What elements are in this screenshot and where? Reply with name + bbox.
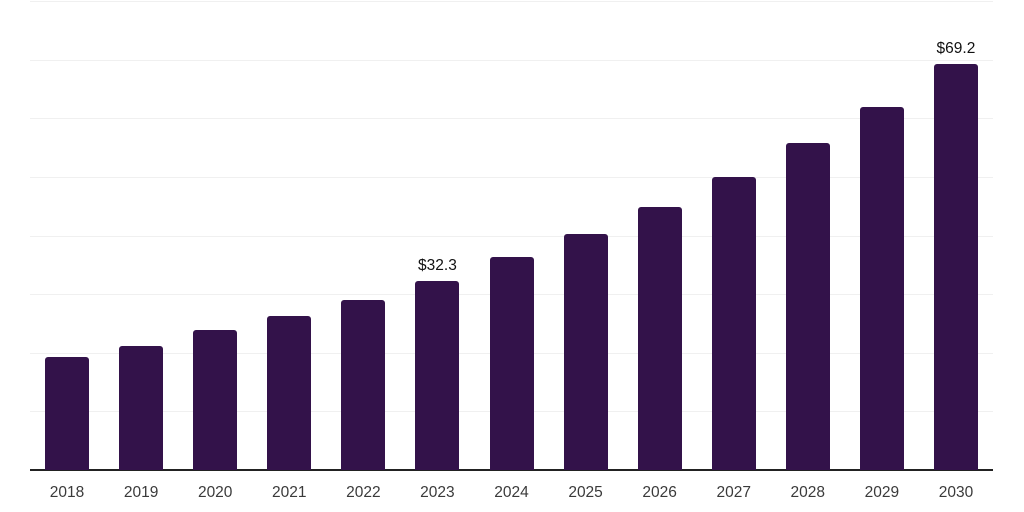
bar-2022[interactable] [341, 299, 386, 470]
x-axis-label-2023: 2023 [420, 484, 455, 501]
bar-2020[interactable] [193, 330, 238, 470]
bar-2024[interactable] [489, 256, 534, 470]
x-axis-label-2025: 2025 [568, 484, 603, 501]
gridline-80 [30, 1, 993, 2]
gridline-50 [30, 176, 993, 178]
x-axis-label-2029: 2029 [864, 484, 900, 501]
gridline-70 [30, 59, 993, 61]
x-axis-label-2021: 2021 [272, 484, 307, 501]
bar-2026[interactable] [637, 207, 682, 470]
gridline-40 [30, 235, 993, 237]
x-axis-label-2019: 2019 [123, 484, 159, 501]
bar-2029[interactable] [859, 106, 904, 470]
bar-2023[interactable] [415, 280, 460, 470]
x-axis-label-2024: 2024 [494, 484, 529, 501]
bar-2025[interactable] [563, 233, 608, 470]
gridline-60 [30, 118, 993, 120]
x-axis-label-2028: 2028 [790, 484, 826, 501]
x-axis-label-2022: 2022 [346, 484, 381, 501]
bar-2028[interactable] [785, 142, 830, 470]
x-axis-label-2026: 2026 [642, 484, 677, 501]
bar-2027[interactable] [711, 176, 756, 470]
x-axis-line [30, 469, 993, 471]
x-axis-label-2020: 2020 [197, 484, 233, 501]
x-axis-label-2030: 2030 [938, 484, 974, 501]
bar-2030[interactable] [933, 64, 978, 470]
x-axis-label-2018: 2018 [49, 484, 85, 501]
bar-value-label-2030: $69.2 [936, 40, 976, 58]
x-axis-label-2027: 2027 [716, 484, 751, 501]
bar-value-label-2023: $32.3 [418, 256, 457, 274]
bar-2018[interactable] [45, 356, 90, 470]
bar-2021[interactable] [267, 316, 312, 470]
bar-2019[interactable] [119, 345, 164, 470]
